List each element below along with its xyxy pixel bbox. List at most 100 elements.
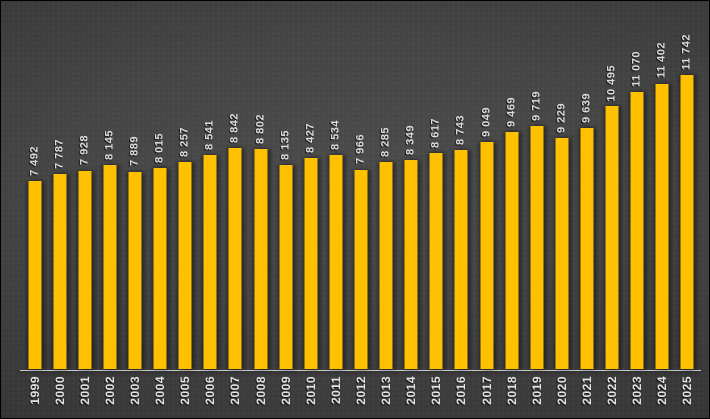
- bar: [354, 169, 368, 369]
- bar-column: 11 402 2024: [650, 1, 675, 418]
- bar-column: 8 617 2015: [424, 1, 449, 418]
- bar: [254, 148, 268, 369]
- bar: [680, 75, 694, 369]
- bar-column: 8 842 2007: [223, 1, 248, 418]
- bar-column: 8 285 2013: [374, 1, 399, 418]
- bar-column: 8 015 2004: [148, 1, 173, 418]
- bar: [530, 125, 544, 369]
- bar-column: 11 742 2025: [675, 1, 700, 418]
- bar-value-label: 7 787: [53, 138, 66, 169]
- bar-value-label: 9 469: [505, 96, 518, 127]
- bar-column: 10 495 2022: [600, 1, 625, 418]
- bar: [28, 181, 42, 369]
- bar-value-label: 8 802: [254, 113, 267, 144]
- bar-column: 9 639 2021: [574, 1, 599, 418]
- bar-value-label: 10 495: [605, 64, 618, 102]
- bar-value-label: 8 145: [103, 130, 116, 161]
- bar-value-label: 8 617: [429, 118, 442, 149]
- bar: [329, 155, 343, 369]
- bar: [555, 137, 569, 369]
- bar-value-label: 7 966: [354, 134, 367, 165]
- bar-column: 9 469 2018: [499, 1, 524, 418]
- x-axis-tick-label: 2023: [630, 376, 645, 405]
- x-axis-tick-label: 2021: [579, 376, 594, 405]
- x-axis-tick-label: 2003: [127, 376, 142, 405]
- bar: [454, 150, 468, 369]
- x-axis-tick-label: 2020: [554, 376, 569, 405]
- bar-value-label: 9 639: [580, 92, 593, 123]
- bar: [429, 153, 443, 369]
- bar: [630, 91, 644, 369]
- bar: [203, 155, 217, 369]
- bar: [128, 171, 142, 369]
- bar: [505, 131, 519, 369]
- bar-column: 8 427 2010: [298, 1, 323, 418]
- bar-column: 7 966 2012: [348, 1, 373, 418]
- bar-column: 7 787 2000: [47, 1, 72, 418]
- bar-value-label: 8 257: [178, 127, 191, 158]
- bar: [379, 161, 393, 369]
- x-axis-tick-label: 2024: [655, 376, 670, 405]
- x-axis-tick-label: 2007: [228, 376, 243, 405]
- bar-column: 8 349 2014: [399, 1, 424, 418]
- x-axis-line: [20, 370, 701, 371]
- bar: [103, 165, 117, 369]
- bar: [480, 142, 494, 369]
- x-axis-tick-label: 2019: [529, 376, 544, 405]
- bar-column: 9 719 2019: [524, 1, 549, 418]
- bar-value-label: 11 742: [680, 33, 693, 70]
- bar: [78, 170, 92, 369]
- x-axis-tick-label: 2014: [404, 376, 419, 405]
- bar-value-label: 7 928: [78, 135, 91, 166]
- x-axis-tick-label: 2018: [504, 376, 519, 405]
- bar: [228, 147, 242, 369]
- bar-value-label: 11 402: [655, 42, 668, 79]
- x-axis-tick-label: 2001: [77, 376, 92, 405]
- bar: [279, 165, 293, 369]
- bar-value-label: 8 285: [379, 126, 392, 157]
- x-axis-tick-label: 2016: [454, 376, 469, 405]
- bar: [153, 168, 167, 369]
- x-axis-tick-label: 2015: [429, 376, 444, 405]
- x-axis-tick-label: 2011: [328, 376, 343, 405]
- bar-column: 8 135 2009: [273, 1, 298, 418]
- bar-value-label: 8 534: [329, 120, 342, 151]
- x-axis-tick-label: 2005: [178, 376, 193, 405]
- bar-column: 8 145 2002: [97, 1, 122, 418]
- x-axis-tick-label: 2012: [353, 376, 368, 405]
- bar-value-label: 8 427: [304, 122, 317, 153]
- bar-column: 11 070 2023: [625, 1, 650, 418]
- bar-column: 7 889 2003: [122, 1, 147, 418]
- bar-value-label: 9 229: [555, 102, 568, 133]
- bar-column: 8 743 2016: [449, 1, 474, 418]
- x-axis-tick-label: 2000: [52, 376, 67, 405]
- bar-value-label: 8 015: [153, 133, 166, 164]
- bar-column: 8 257 2005: [173, 1, 198, 418]
- bar-value-label: 9 049: [480, 107, 493, 138]
- x-axis-tick-label: 2009: [278, 376, 293, 405]
- bar-column: 7 928 2001: [72, 1, 97, 418]
- bar-column: 8 534 2011: [323, 1, 348, 418]
- bar-value-label: 8 135: [279, 130, 292, 161]
- x-axis-tick-label: 2006: [203, 376, 218, 405]
- bar: [404, 160, 418, 369]
- bar-value-label: 7 889: [128, 136, 141, 167]
- bar: [580, 127, 594, 369]
- x-axis-tick-label: 2004: [153, 376, 168, 405]
- x-axis-tick-label: 2017: [479, 376, 494, 405]
- bar-column: 9 229 2020: [549, 1, 574, 418]
- bar-column: 9 049 2017: [474, 1, 499, 418]
- plot-area: 7 492 1999 7 787 2000 7 928 2001 8 145 2002 7 88…: [22, 1, 700, 418]
- x-axis-tick-label: 2010: [303, 376, 318, 405]
- x-axis-tick-label: 2002: [102, 376, 117, 405]
- x-axis-tick-label: 1999: [27, 376, 42, 405]
- bar-value-label: 7 492: [28, 146, 41, 177]
- bar-column: 7 492 1999: [22, 1, 47, 418]
- bar: [605, 106, 619, 369]
- bar-value-label: 8 743: [454, 115, 467, 146]
- bar-value-label: 9 719: [530, 90, 543, 121]
- bar: [304, 158, 318, 369]
- bar-value-label: 11 070: [630, 50, 643, 87]
- x-axis-tick-label: 2025: [680, 376, 695, 405]
